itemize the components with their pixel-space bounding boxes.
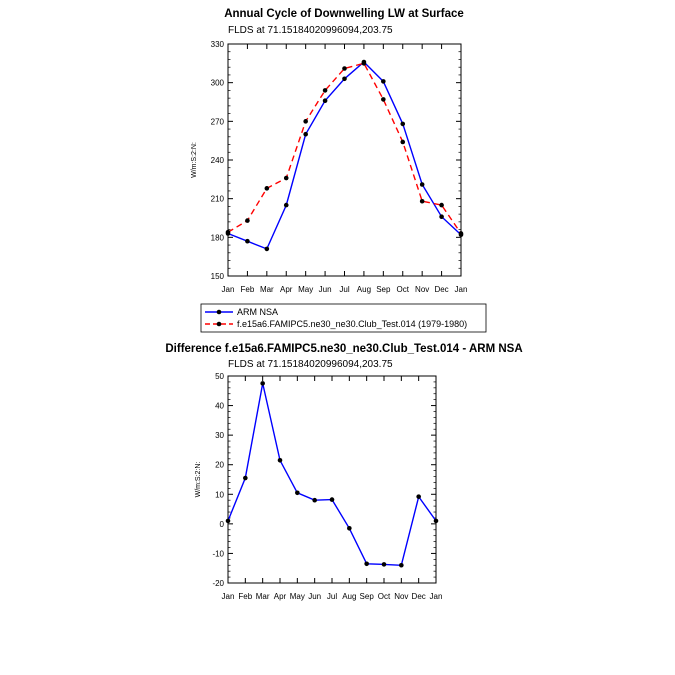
data-point [381, 79, 386, 84]
data-point [439, 202, 444, 208]
y-tick-label: 150 [211, 272, 225, 281]
data-point [416, 494, 421, 499]
y-tick-label: 270 [211, 117, 225, 126]
chart-2: Difference f.e15a6.FAMIPC5.ne30_ne30.Clu… [165, 343, 522, 601]
y-tick-label: 0 [220, 520, 225, 529]
y-tick-label: 40 [215, 402, 224, 411]
x-tick-label: Sep [360, 592, 375, 601]
y-tick-label: 30 [215, 431, 224, 440]
data-point [400, 121, 406, 127]
y-tick-label: 10 [215, 490, 224, 499]
x-tick-label: Jan [430, 592, 443, 601]
x-tick-label: Oct [378, 592, 391, 601]
data-point [399, 562, 404, 568]
chart-title: Difference f.e15a6.FAMIPC5.ne30_ne30.Clu… [165, 343, 522, 355]
y-axis-label: W/m:S:2:N: [191, 142, 198, 178]
x-tick-label: Sep [376, 285, 391, 294]
y-tick-label: 210 [211, 195, 225, 204]
chart-subtitle: FLDS at 71.15184020996094,203.75 [228, 25, 393, 36]
data-point [225, 229, 231, 235]
x-tick-label: Nov [415, 285, 429, 294]
y-tick-label: 20 [215, 461, 224, 470]
data-point [419, 198, 425, 204]
data-point [245, 238, 250, 244]
legend-box [200, 303, 487, 333]
x-tick-label: Feb [238, 592, 252, 601]
data-point [295, 490, 300, 496]
y-tick-label: 300 [211, 79, 225, 88]
data-point [329, 497, 335, 502]
data-point [419, 182, 425, 187]
data-point [303, 131, 308, 137]
data-point [381, 562, 387, 567]
series-line-1 [227, 383, 437, 567]
legend-marker-2 [216, 321, 222, 327]
legend-marker-1 [216, 309, 222, 315]
x-tick-label: Aug [342, 592, 356, 601]
x-tick-label: Aug [357, 285, 371, 294]
y-axis-label: W/m:S:2:N: [195, 462, 202, 498]
x-tick-label: May [298, 285, 313, 294]
data-point [264, 186, 270, 191]
x-tick-label: Jan [222, 592, 235, 601]
x-tick-label: Jul [327, 592, 337, 601]
data-point [347, 525, 352, 531]
x-tick-label: May [290, 592, 305, 601]
data-point [322, 98, 328, 104]
data-point [245, 218, 250, 223]
chart-subtitle: FLDS at 71.15184020996094,203.75 [228, 359, 393, 370]
x-tick-label: Dec [412, 592, 426, 601]
x-tick-label: Mar [256, 592, 270, 601]
data-point [439, 214, 444, 220]
series-line-2 [227, 62, 462, 234]
data-point [322, 88, 328, 93]
legend-label-2: f.e15a6.FAMIPC5.ne30_ne30.Club_Test.014 … [237, 319, 467, 329]
x-tick-label: Mar [260, 285, 274, 294]
x-tick-label: Jun [319, 285, 332, 294]
x-tick-label: Nov [394, 592, 408, 601]
data-point [277, 457, 283, 463]
data-point [364, 561, 369, 567]
data-point [243, 475, 248, 481]
data-point [400, 139, 406, 145]
x-tick-label: Jul [339, 285, 349, 294]
y-tick-label: 330 [211, 40, 225, 49]
legend: ARM NSA f.e15a6.FAMIPC5.ne30_ne30.Club_Te… [200, 303, 487, 333]
x-tick-label: Jan [455, 285, 468, 294]
x-tick-label: Apr [280, 285, 293, 294]
data-point [458, 231, 464, 236]
x-tick-label: Apr [274, 592, 287, 601]
data-point [260, 381, 265, 386]
data-point [342, 66, 347, 71]
x-tick-label: Jun [308, 592, 321, 601]
legend-label-1: ARM NSA [237, 307, 278, 317]
data-point [283, 202, 289, 208]
data-point [381, 97, 386, 102]
data-point [433, 518, 439, 524]
data-point [312, 497, 317, 503]
chart-title: Annual Cycle of Downwelling LW at Surfac… [224, 8, 464, 20]
data-point [361, 61, 367, 66]
data-point [303, 119, 308, 124]
data-point [342, 76, 347, 82]
y-tick-label: -10 [212, 549, 224, 558]
x-tick-label: Dec [434, 285, 448, 294]
series-line-1 [227, 61, 462, 250]
y-tick-label: 50 [215, 372, 224, 381]
x-tick-label: Feb [241, 285, 255, 294]
data-point [225, 518, 231, 524]
data-point [283, 175, 289, 181]
y-tick-label: -20 [212, 579, 224, 588]
y-tick-label: 240 [211, 156, 225, 165]
chart-1: Annual Cycle of Downwelling LW at Surfac… [191, 8, 487, 333]
data-point [264, 246, 270, 252]
y-tick-label: 180 [211, 233, 225, 242]
x-tick-label: Jan [222, 285, 235, 294]
x-tick-label: Oct [397, 285, 410, 294]
